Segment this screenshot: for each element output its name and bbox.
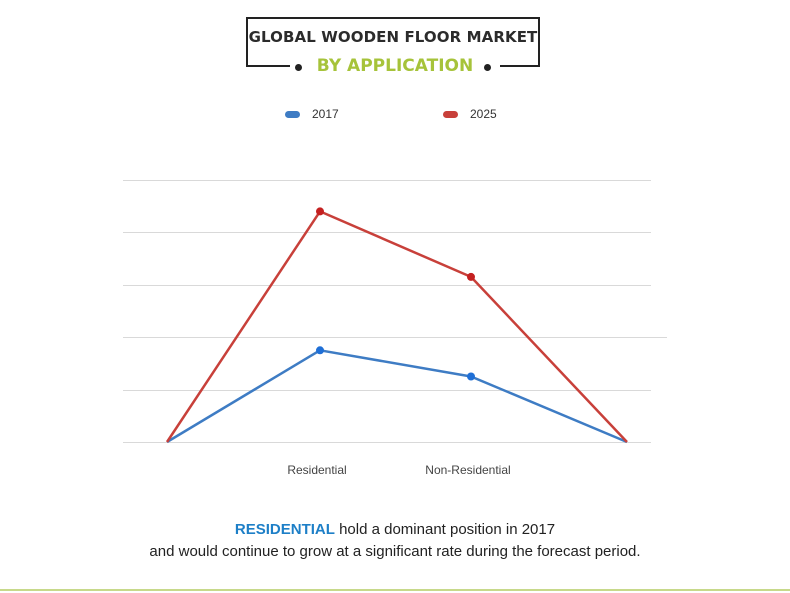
data-point-2017 — [316, 346, 324, 355]
bottom-rule — [0, 589, 790, 591]
legend-item-2025: 2025 — [443, 106, 497, 122]
data-point-2025 — [467, 272, 475, 281]
chart-subtitle: BY APPLICATION — [316, 56, 474, 76]
caption-line-1-text: hold a dominant position in 2017 — [334, 521, 556, 538]
x-tick-label: Residential — [287, 463, 346, 477]
caption-highlight: RESIDENTIAL — [234, 521, 335, 538]
chart-subtitle-wrap: BY APPLICATION — [290, 54, 500, 80]
data-point-2025 — [316, 207, 324, 216]
legend-swatch-2017 — [285, 110, 300, 118]
series-line-2017 — [166, 349, 628, 444]
chart-title: GLOBAL WOODEN FLOOR MARKET — [248, 28, 538, 46]
subtitle-dot-right — [484, 64, 491, 71]
legend-label-2017: 2017 — [312, 107, 339, 121]
legend-swatch-2025 — [443, 110, 458, 118]
subtitle-dot-left — [295, 64, 302, 71]
data-point-2017 — [467, 372, 475, 381]
x-tick-label: Non-Residential — [425, 463, 510, 477]
legend-item-2017: 2017 — [285, 106, 339, 122]
caption-line-1: RESIDENTIAL hold a dominant position in … — [0, 521, 790, 538]
series-line-2025 — [165, 210, 628, 443]
legend-label-2025: 2025 — [470, 107, 497, 121]
caption-line-2: and would continue to grow at a signific… — [149, 543, 641, 560]
